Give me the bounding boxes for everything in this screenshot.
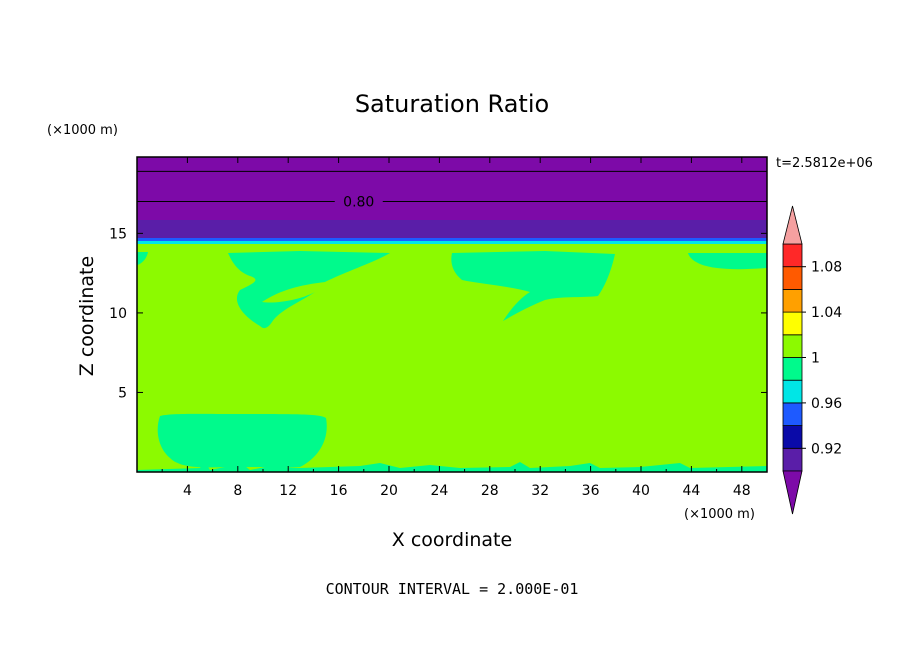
colorbar-swatch [782,311,803,336]
plot-frame [136,156,768,473]
region-thin-band-2 [137,241,767,244]
colorbar-swatch [782,402,803,426]
y-tick-label: 15 [109,226,127,242]
x-tick-label: 48 [733,483,751,499]
region-bottom-blob [157,413,327,468]
colorbar: 1.08 1.04 1 0.96 0.92 [782,205,842,515]
x-tick-label: 28 [481,483,499,499]
region-ground-strip [137,462,767,472]
colorbar-tick-label: 1.08 [811,260,842,276]
colorbar-swatch [782,266,803,290]
contour-interval-note: CONTOUR INTERVAL = 2.000E-01 [326,580,579,598]
x-tick-label: 44 [682,483,700,499]
time-label: t=2.5812e+06 [776,156,873,171]
colorbar-swatch [782,379,803,404]
colorbar-under-arrow [782,470,803,515]
y-axis: 5 10 15 [109,226,767,401]
y-tick-label: 10 [109,306,127,322]
y-unit-label: (×1000 m) [47,123,118,138]
colorbar-swatch [782,447,803,472]
region-upper-left-blob [228,251,390,329]
x-tick-label: 16 [330,483,348,499]
colorbar-swatch [782,243,803,268]
x-tick-label: 4 [183,483,192,499]
colorbar-tick-label: 0.92 [811,441,842,457]
x-tick-label: 32 [531,483,549,499]
colorbar-swatch [782,288,803,313]
colorbar-over-arrow [782,205,803,245]
colorbar-swatch [782,425,803,449]
x-tick-label: 24 [430,483,448,499]
contour-label-080: 0.80 [343,195,374,211]
region-thin-band [137,238,767,241]
plot-area: 0.80 [137,157,767,472]
x-tick-label: 8 [233,483,242,499]
x-axis-label: X coordinate [392,529,512,551]
colorbar-tick-label: 1.04 [811,305,842,321]
y-axis-label: Z coordinate [76,256,98,376]
x-tick-label: 36 [582,483,600,499]
x-tick-label: 40 [632,483,650,499]
region-upper-right-blob [688,253,767,270]
y-tick-label: 5 [118,385,127,401]
x-tick-label: 12 [279,483,297,499]
colorbar-swatch [782,334,803,358]
colorbar-tick-label: 0.96 [811,396,842,412]
region-left-edge-blob [137,252,148,265]
x-axis: 4 8 12 16 20 24 28 32 36 40 44 48 [161,157,751,499]
colorbar-swatch [782,357,803,381]
chart-title: Saturation Ratio [355,90,549,118]
x-unit-label: (×1000 m) [684,507,755,522]
region-upper-layer [137,157,767,220]
region-upper-band [137,220,767,238]
x-tick-label: 20 [380,483,398,499]
region-upper-mid-blob [451,251,615,321]
colorbar-tick-label: 1 [811,351,820,367]
